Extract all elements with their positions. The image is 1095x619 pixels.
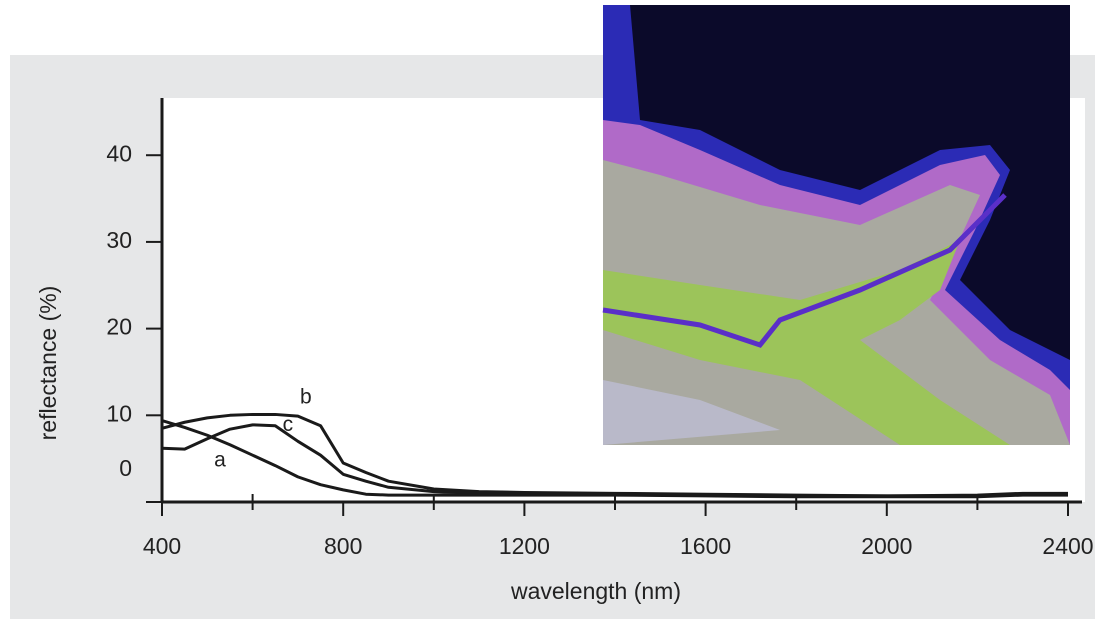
y-axis-label: reflectance (%) (35, 286, 61, 441)
x-tick-label: 1600 (680, 533, 731, 559)
y-tick-label: 0 (119, 455, 132, 481)
series-label: a (214, 448, 226, 471)
y-tick-label: 20 (106, 314, 132, 340)
x-tick-label: 2400 (1042, 533, 1093, 559)
series-label: c (283, 413, 294, 436)
y-tick-label: 10 (106, 400, 132, 426)
x-tick-label: 800 (324, 533, 362, 559)
x-tick-label: 1200 (499, 533, 550, 559)
y-tick-label: 30 (106, 227, 132, 253)
x-axis-label: wavelength (nm) (510, 578, 681, 604)
series-label: b (300, 386, 312, 409)
satellite-image (602, 5, 1070, 445)
line-series (161, 423, 1068, 498)
x-tick-label: 2000 (861, 533, 912, 559)
x-tick-label: 400 (143, 533, 181, 559)
y-tick-label: 40 (106, 140, 132, 166)
